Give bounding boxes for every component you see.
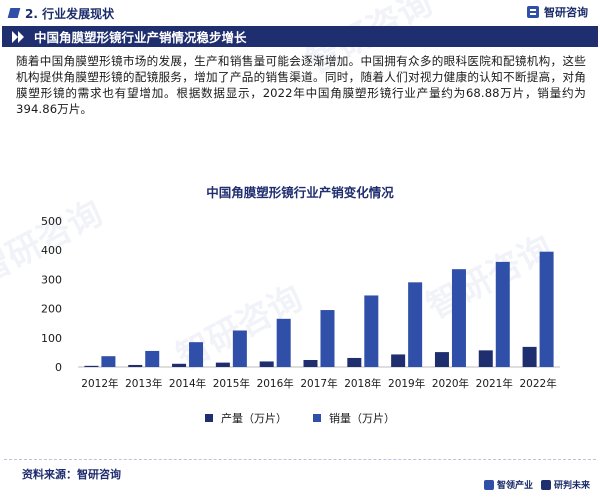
bar-production: [478, 350, 493, 367]
footer-divider: [4, 459, 596, 460]
legend-label: 销量（万片）: [329, 412, 395, 425]
legend-swatch: [313, 414, 321, 422]
x-tick-label: 2012年: [81, 377, 118, 390]
bar-production: [303, 359, 318, 367]
x-tick-label: 2020年: [432, 377, 469, 390]
chart-title: 中国角膜塑形镜行业产销变化情况: [206, 185, 394, 200]
footer-brand: 智领产业 研判未来: [483, 478, 590, 491]
x-tick-label: 2022年: [519, 377, 556, 390]
bar-production: [84, 365, 99, 367]
y-tick-label: 200: [41, 303, 62, 316]
footer-brand-right: 研判未来: [540, 478, 590, 491]
bar-sales: [101, 356, 116, 367]
bar-production: [522, 346, 537, 367]
x-tick-label: 2017年: [300, 377, 337, 390]
bar-production: [434, 352, 449, 367]
bar-production: [391, 354, 406, 367]
bar-sales: [189, 342, 204, 367]
x-tick-label: 2016年: [257, 377, 294, 390]
top-bar: 2. 行业发展现状 智研咨询: [0, 0, 600, 26]
footer-brand-left-text: 智领产业: [496, 481, 533, 491]
x-tick-label: 2015年: [213, 377, 250, 390]
banner-title: 中国角膜塑形镜行业产销情况稳步增长: [34, 30, 247, 45]
bar-production: [259, 361, 274, 367]
bar-chart: 0 100 200 300 400 500 2012年 2013年 2014年 2015年 2016…: [41, 215, 560, 390]
y-tick-label: 0: [55, 361, 62, 374]
footer-brand-left: 智领产业: [483, 478, 533, 491]
bar-sales: [451, 269, 466, 367]
bar-sales: [320, 310, 335, 367]
bar-sales: [232, 330, 247, 367]
legend-label: 产量（万片）: [221, 412, 287, 425]
bar-sales: [408, 282, 423, 367]
data-source: 资料来源：智研咨询: [22, 468, 121, 481]
section-label: 2. 行业发展现状: [7, 4, 115, 22]
bar-sales: [495, 261, 510, 367]
x-tick-label: 2014年: [169, 377, 206, 390]
body-paragraph: 随着中国角膜塑形镜市场的发展，生产和销售量可能会逐渐增加。中国拥有众多的眼科医院…: [16, 54, 586, 116]
y-tick-label: 100: [41, 332, 62, 345]
bar-production: [215, 362, 230, 367]
y-tick-label: 500: [41, 215, 62, 228]
x-tick-label: 2018年: [344, 377, 381, 390]
brand-name: 智研咨询: [544, 6, 588, 19]
bar-sales: [539, 251, 554, 367]
bar-production: [172, 363, 187, 367]
chart-legend: 产量（万片） 销量（万片）: [0, 410, 600, 426]
legend-item-production: 产量（万片）: [205, 410, 287, 426]
bar-production: [128, 364, 143, 367]
legend-swatch: [205, 414, 213, 422]
section-label-text: 2. 行业发展现状: [25, 6, 115, 21]
section-marker-icon: [7, 8, 21, 18]
x-tick-label: 2021年: [476, 377, 513, 390]
title-banner: 中国角膜塑形镜行业产销情况稳步增长: [2, 26, 598, 47]
bar-production: [347, 357, 362, 367]
brand-header: 智研咨询: [526, 4, 588, 20]
footer-brand-right-text: 研判未来: [553, 481, 590, 491]
x-tick-label: 2019年: [388, 377, 425, 390]
bar-sales: [364, 295, 379, 367]
bar-sales: [145, 350, 160, 367]
arrow-right-icon: [12, 30, 24, 43]
brand-logo-icon: [483, 479, 494, 490]
x-tick-label: 2013年: [125, 377, 162, 390]
brand-logo-icon: [527, 6, 539, 18]
brand-logo-icon: [540, 479, 551, 490]
bar-sales: [276, 318, 291, 367]
y-tick-label: 300: [41, 273, 62, 286]
legend-item-sales: 销量（万片）: [313, 410, 395, 426]
y-tick-label: 400: [41, 244, 62, 257]
